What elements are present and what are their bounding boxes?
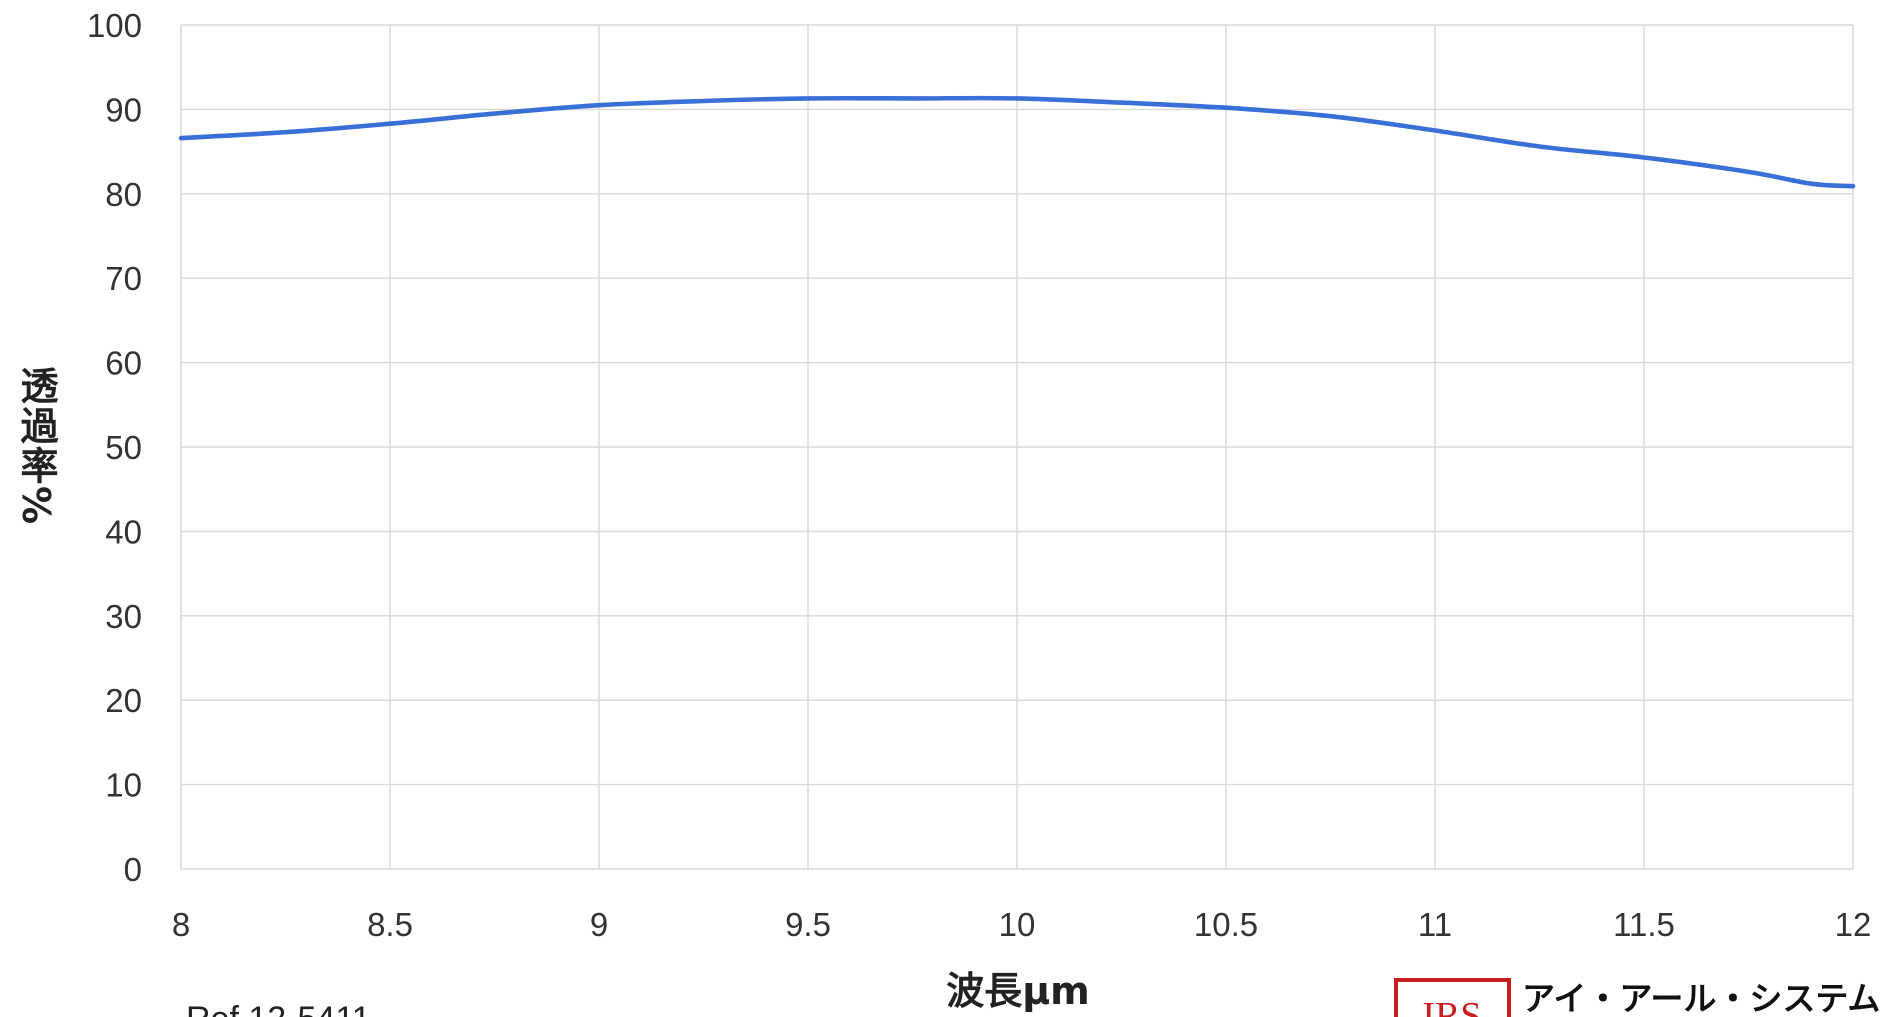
reference-number: Ref.12-5411 xyxy=(186,1000,371,1017)
grid xyxy=(180,24,1854,870)
y-tick-label: 90 xyxy=(105,91,142,128)
series-layer xyxy=(178,95,1856,189)
y-tick-label: 80 xyxy=(105,176,142,213)
x-tick-label: 11 xyxy=(1418,906,1452,943)
y-axis-title: 透過率% xyxy=(14,366,58,526)
y-tick-labels: 0 10 20 30 40 50 60 70 80 90 100 xyxy=(87,7,142,888)
x-tick-label: 11.5 xyxy=(1613,906,1675,943)
y-tick-label: 0 xyxy=(124,851,142,888)
y-tick-label: 50 xyxy=(105,429,142,466)
y-tick-label: 10 xyxy=(105,767,142,804)
x-axis-title: 波長μm xyxy=(946,969,1090,1013)
logo-mark-text: IRS xyxy=(1422,995,1481,1017)
x-tick-labels: 8 8.5 9 9.5 10 10.5 11 11.5 12 xyxy=(172,906,1872,943)
logo-mark-frame xyxy=(1394,978,1511,1017)
x-tick-label: 10.5 xyxy=(1194,906,1258,943)
company-logo: IRS アイ・アール・システム xyxy=(1394,978,1880,1017)
y-tick-label: 20 xyxy=(105,682,142,719)
x-tick-label: 9.5 xyxy=(785,906,831,943)
x-tick-label: 9 xyxy=(590,906,608,943)
y-tick-label: 30 xyxy=(105,598,142,635)
company-name: アイ・アール・システム xyxy=(1522,979,1880,1017)
y-tick-label: 70 xyxy=(105,260,142,297)
y-tick-label: 100 xyxy=(87,7,142,44)
y-tick-label: 60 xyxy=(105,345,142,382)
transmittance-series-line xyxy=(178,95,1856,189)
x-tick-label: 12 xyxy=(1835,906,1872,943)
x-tick-label: 8 xyxy=(172,906,190,943)
x-tick-label: 10 xyxy=(999,906,1036,943)
x-tick-label: 8.5 xyxy=(367,906,413,943)
y-tick-label: 40 xyxy=(105,513,142,550)
